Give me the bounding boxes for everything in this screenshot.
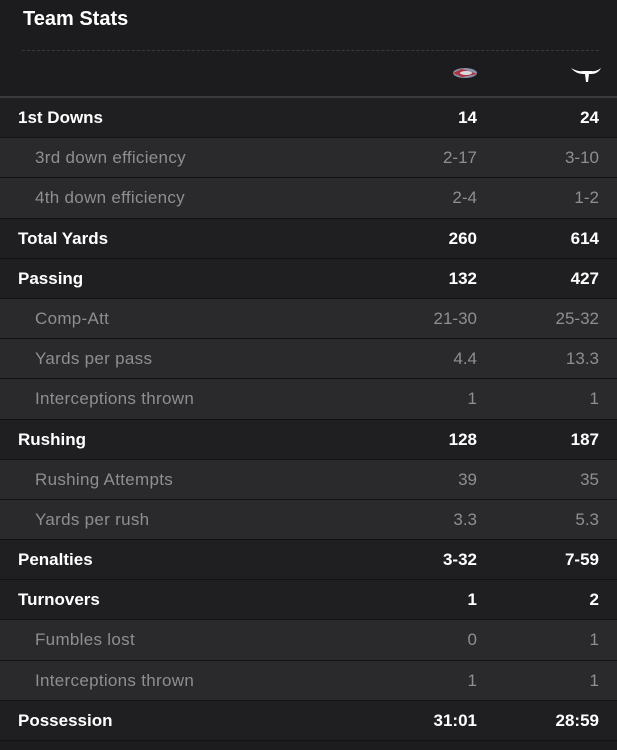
header-rule: [0, 96, 617, 98]
stat-value: 35: [580, 469, 599, 489]
stat-value: 13.3: [565, 349, 599, 369]
detail-row: Yards per rush 3.3 5.3: [0, 499, 617, 541]
stat-value: 3-10: [564, 148, 599, 168]
stat-label: Fumbles lost: [35, 630, 135, 650]
stat-row: Passing 132 427: [0, 258, 617, 299]
stat-label: Yards per rush: [35, 509, 150, 529]
divider: [22, 50, 599, 51]
stat-value: 4.4: [453, 349, 477, 369]
stat-value: 7-59: [564, 550, 599, 570]
stat-value: 1: [467, 670, 477, 690]
stat-label: 1st Downs: [18, 108, 104, 127]
team-logo: [453, 68, 477, 78]
stat-row: 1st Downs 14 24: [0, 98, 617, 139]
detail-row: Comp-Att 21-30 25-32: [0, 298, 617, 340]
stat-value: 2: [589, 590, 599, 610]
detail-row: Interceptions thrown 1 1: [0, 379, 617, 420]
stat-label: Interceptions thrown: [35, 389, 195, 409]
stat-value: 1-2: [574, 188, 599, 208]
stat-row: Penalties 3-32 7-59: [0, 540, 617, 581]
stat-value: 25-32: [555, 308, 599, 328]
detail-row: 4th down efficiency 2-4 1-2: [0, 178, 617, 219]
stat-value: 1: [589, 670, 599, 690]
stat-value: 128: [448, 429, 477, 449]
stat-label: Rushing Attempts: [35, 469, 174, 489]
stat-label: Penalties: [18, 550, 93, 570]
stat-label: Rushing: [18, 429, 86, 449]
stat-value: 614: [570, 228, 599, 248]
stat-value: 31:01: [433, 710, 477, 730]
stat-row: Possession 31:01 28:59: [0, 700, 617, 741]
stat-value: 39: [458, 469, 477, 489]
stat-value: 5.3: [575, 509, 599, 529]
stat-value: 0: [467, 630, 477, 650]
stat-label: Total Yards: [18, 228, 109, 248]
stat-value: 427: [570, 268, 599, 288]
stat-value: 1: [467, 389, 477, 409]
stat-value: 1: [467, 590, 477, 610]
detail-row: Yards per pass 4.4 13.3: [0, 339, 617, 380]
stat-value: 1: [589, 389, 599, 409]
stat-label: Possession: [18, 710, 113, 730]
stat-value: 21-30: [433, 308, 477, 328]
stat-label: 4th down efficiency: [35, 188, 185, 208]
stat-label: Interceptions thrown: [35, 670, 195, 690]
detail-row: 3rd down efficiency 2-17 3-10: [0, 138, 617, 179]
stat-row: Turnovers 1 2: [0, 580, 617, 621]
title: Team Stats: [23, 8, 129, 30]
stat-value: 28:59: [555, 710, 599, 730]
stat-row: Rushing 128 187: [0, 419, 617, 460]
stat-label: Comp-Att: [35, 308, 110, 328]
stat-label: Passing: [18, 268, 84, 288]
stat-value: 14: [458, 108, 477, 127]
detail-row: Fumbles lost 0 1: [0, 620, 617, 661]
stat-value: 24: [580, 108, 599, 127]
stat-value: 260: [448, 228, 477, 248]
detail-row: Rushing Attempts 39 35: [0, 459, 617, 500]
stat-label: Turnovers: [18, 590, 100, 610]
stat-value: 2-4: [452, 188, 477, 208]
stat-value: 2-17: [442, 148, 477, 168]
stats-table: 1st Downs 14 24 3rd down efficiency 2-17 3-10…: [0, 98, 617, 741]
stat-row: Total Yards 260 614: [0, 218, 617, 259]
stat-label: Yards per pass: [35, 349, 153, 369]
team-logo: [571, 68, 601, 82]
stat-label: 3rd down efficiency: [35, 148, 186, 168]
stat-value: 187: [570, 429, 599, 449]
team-logos: [453, 68, 601, 82]
stat-value: 1: [589, 630, 599, 650]
stat-value: 3-32: [442, 550, 477, 570]
stat-value: 132: [448, 268, 477, 288]
detail-row: Interceptions thrown 1 1: [0, 660, 617, 701]
stat-value: 3.3: [453, 509, 477, 529]
